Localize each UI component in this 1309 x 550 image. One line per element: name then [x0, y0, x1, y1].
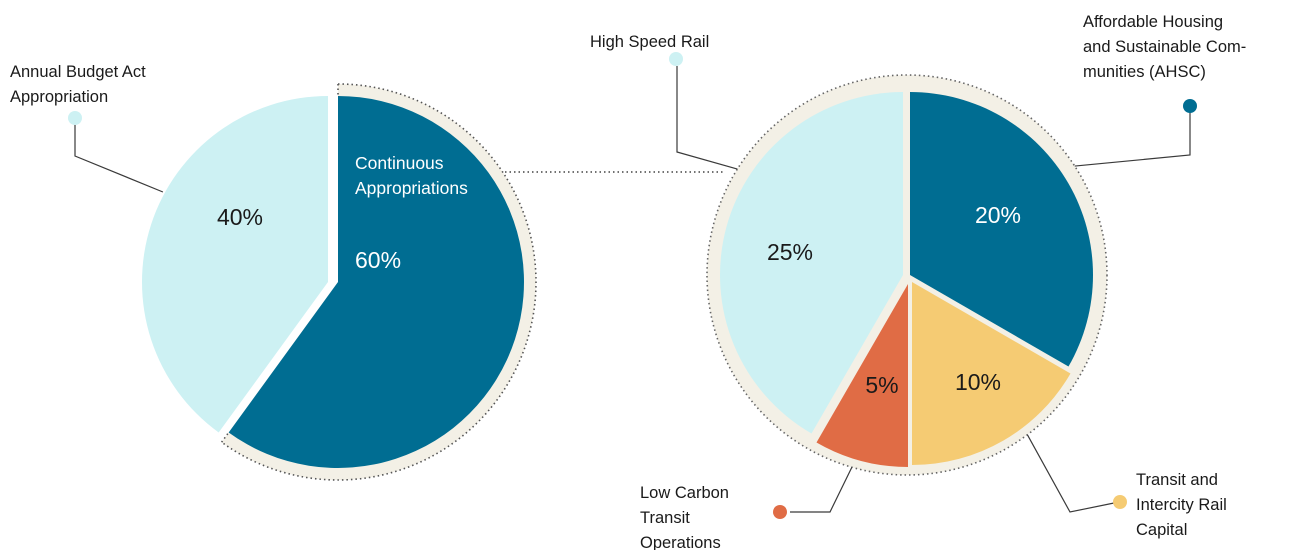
slice-continuous-appropriations — [228, 96, 524, 468]
leader-low-carbon-transit-operations — [790, 466, 853, 513]
leader-transit-and-intercity-rail-capital — [1026, 434, 1115, 513]
dot-transit-and-intercity-rail-capital — [1113, 495, 1127, 509]
slice-annual-budget-act-appropriation — [141, 96, 328, 433]
continuous-dotted-edge-bottom — [220, 432, 230, 443]
leader-high-speed-rail — [676, 66, 738, 170]
label-high-speed-rail-value: 25% — [767, 239, 813, 265]
secondary-dotted-outline — [706, 74, 1108, 476]
callout-annual-budget-act-appropriation: Annual Budget Act Appropriation — [10, 63, 146, 106]
dot-high-speed-rail — [669, 52, 683, 66]
dot-low-carbon-transit-operations — [773, 505, 787, 519]
leader-affordable-housing-and-sustainable-communities-ahsc — [1074, 110, 1191, 167]
label-affordable-housing-and-sustainable-communities-ahsc-value: 20% — [975, 202, 1021, 228]
callout-affordable-housing-and-sustainable-communities-ahsc: Affordable Housing and Sustainable Com-mu… — [1083, 13, 1246, 81]
callout-transit-and-intercity-rail-capital: Transit and Intercity Rail Capital — [1136, 471, 1227, 539]
label-continuous-appropriations-value: 60% — [355, 247, 401, 273]
leader-annual-budget-act-appropriation — [74, 120, 164, 193]
label-transit-and-intercity-rail-capital-value: 10% — [955, 369, 1001, 395]
dot-annual-budget-act-appropriation — [68, 111, 82, 125]
slice-low-carbon-transit-operations — [816, 284, 908, 467]
slice-transit-and-intercity-rail-capital — [912, 282, 1071, 465]
label-annual-budget-act-appropriation-value: 40% — [217, 204, 263, 230]
slice-high-speed-rail — [720, 92, 903, 434]
label-low-carbon-transit-operations-value: 5% — [865, 372, 898, 398]
callout-low-carbon-transit-operations: Low Carbon Transit Operations — [640, 484, 729, 550]
label-continuous-appropriations-name: Continuous Appropriations — [355, 153, 468, 198]
callout-high-speed-rail: High Speed Rail — [590, 33, 709, 51]
slice-affordable-housing-and-sustainable-communities-ahsc — [910, 92, 1093, 367]
dot-affordable-housing-and-sustainable-communities-ahsc — [1183, 99, 1197, 113]
